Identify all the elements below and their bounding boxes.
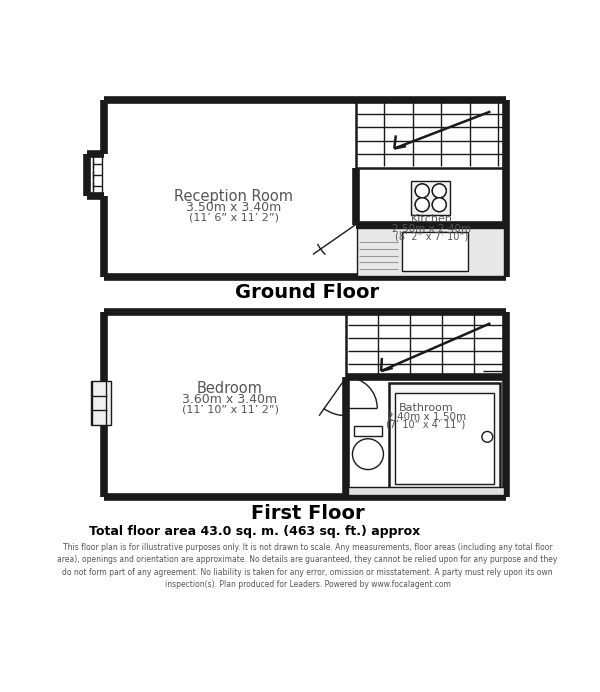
Bar: [91, 381, 112, 425]
Text: Kitchen: Kitchen: [410, 215, 452, 224]
Text: (8’ 2” x 7’ 10”): (8’ 2” x 7’ 10”): [395, 231, 468, 242]
Bar: [348, 487, 505, 495]
Bar: [389, 383, 500, 491]
Text: This floor plan is for illustrative purposes only. It is not drawn to scale. Any: This floor plan is for illustrative purp…: [58, 543, 557, 589]
Circle shape: [415, 184, 429, 198]
Text: (7’ 10” x 4’ 11”): (7’ 10” x 4’ 11”): [386, 420, 466, 430]
Bar: [104, 311, 506, 497]
Circle shape: [432, 198, 446, 212]
Circle shape: [415, 184, 429, 198]
Bar: [356, 100, 506, 167]
Bar: [346, 311, 506, 377]
Text: First Floor: First Floor: [251, 504, 364, 523]
Text: Reception Room: Reception Room: [175, 189, 293, 203]
Bar: [207, 161, 393, 269]
Bar: [354, 426, 382, 437]
Bar: [357, 228, 505, 275]
Text: Bedroom: Bedroom: [197, 381, 263, 397]
Circle shape: [432, 184, 446, 198]
Bar: [402, 233, 468, 271]
Text: 3.50m x 3.40m: 3.50m x 3.40m: [186, 201, 281, 215]
Text: Bathroom: Bathroom: [398, 403, 454, 413]
Circle shape: [432, 184, 446, 198]
Circle shape: [415, 198, 429, 212]
Bar: [207, 347, 393, 466]
Text: Total floor area 43.0 sq. m. (463 sq. ft.) approx: Total floor area 43.0 sq. m. (463 sq. ft…: [89, 525, 420, 538]
Circle shape: [432, 198, 446, 212]
Text: 2.40m x 1.50m: 2.40m x 1.50m: [386, 412, 466, 422]
Text: (11’ 10” x 11’ 2”): (11’ 10” x 11’ 2”): [182, 405, 278, 415]
Text: 2.50m x 2.40m: 2.50m x 2.40m: [392, 224, 471, 234]
Text: LEADERS: LEADERS: [237, 390, 378, 418]
Circle shape: [415, 198, 429, 212]
Text: (11’ 6” x 11’ 2”): (11’ 6” x 11’ 2”): [189, 213, 279, 223]
Bar: [412, 181, 450, 215]
Circle shape: [352, 439, 383, 470]
Bar: [395, 392, 493, 484]
Text: Ground Floor: Ground Floor: [235, 283, 380, 302]
Bar: [104, 100, 506, 277]
Text: 3.60m x 3.40m: 3.60m x 3.40m: [182, 393, 278, 406]
